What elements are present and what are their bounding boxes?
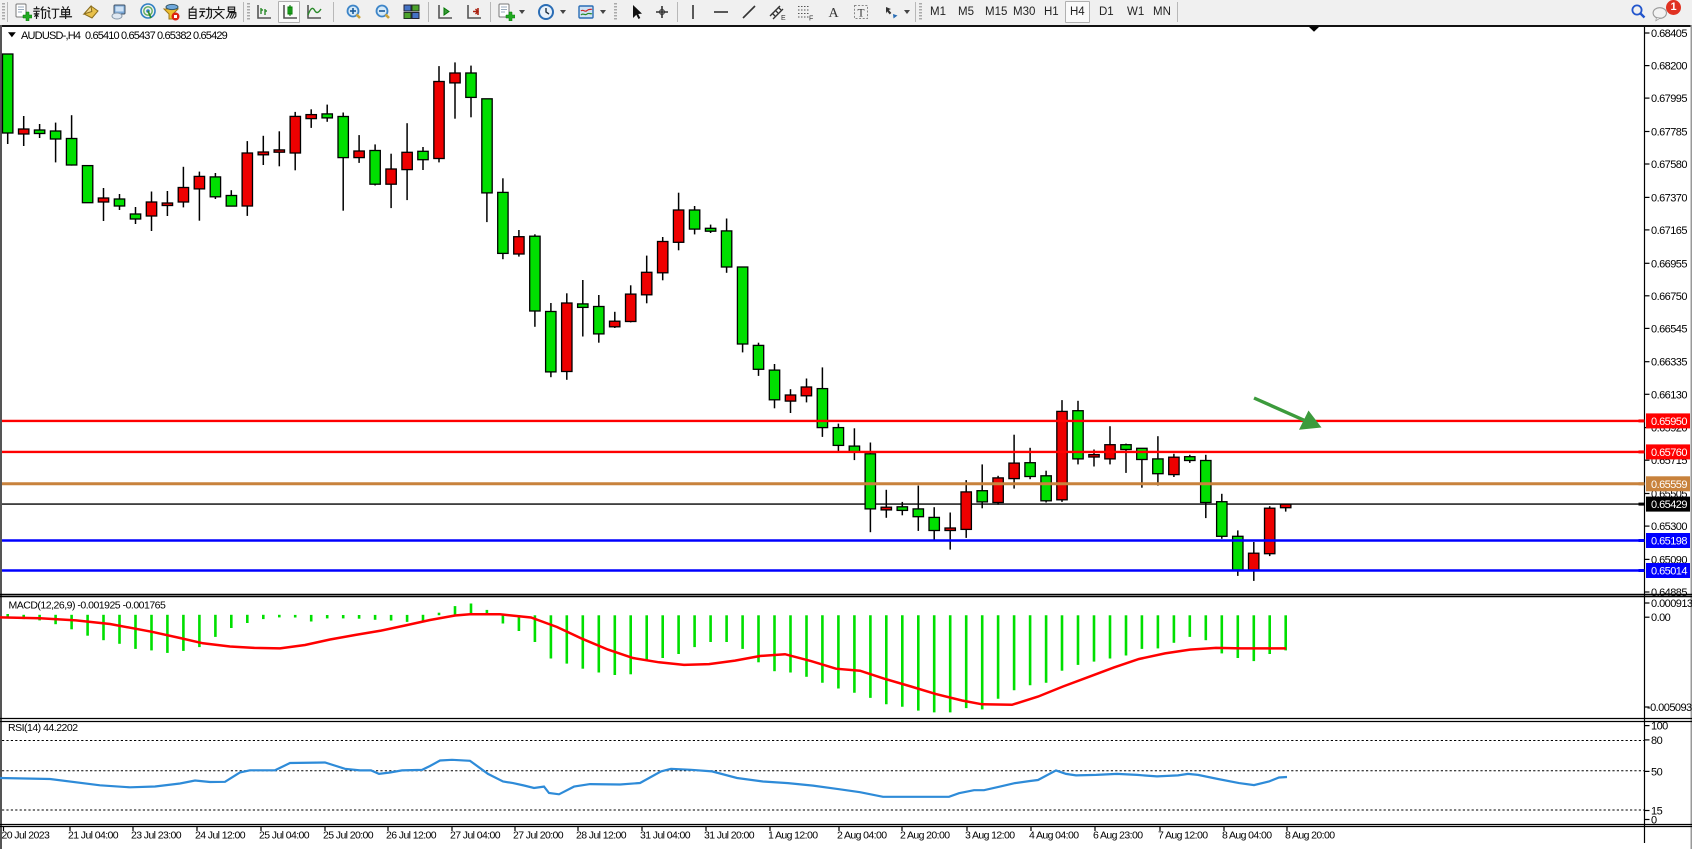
svg-text:80: 80 xyxy=(1651,735,1663,747)
svg-text:8 Aug 20:00: 8 Aug 20:00 xyxy=(1285,830,1335,842)
svg-text:0.65410 0.65437 0.65382 0.6542: 0.65410 0.65437 0.65382 0.65429 xyxy=(85,30,228,42)
svg-text:7 Aug 12:00: 7 Aug 12:00 xyxy=(1158,830,1208,842)
svg-text:0.68200: 0.68200 xyxy=(1651,61,1687,73)
svg-text:0.64885: 0.64885 xyxy=(1651,587,1687,599)
svg-text:0.66130: 0.66130 xyxy=(1651,389,1687,401)
svg-text:28 Jul 12:00: 28 Jul 12:00 xyxy=(576,830,627,842)
svg-text:0.66335: 0.66335 xyxy=(1651,357,1687,369)
svg-text:25 Jul 20:00: 25 Jul 20:00 xyxy=(323,830,374,842)
svg-text:0.67580: 0.67580 xyxy=(1651,159,1687,171)
svg-text:0.67995: 0.67995 xyxy=(1651,93,1687,105)
svg-text:0.66955: 0.66955 xyxy=(1651,258,1687,270)
svg-text:31 Jul 20:00: 31 Jul 20:00 xyxy=(704,830,755,842)
svg-text:15: 15 xyxy=(1651,806,1663,818)
svg-text:26 Jul 12:00: 26 Jul 12:00 xyxy=(386,830,437,842)
svg-text:27 Jul 04:00: 27 Jul 04:00 xyxy=(450,830,501,842)
svg-text:T: T xyxy=(858,8,865,20)
svg-text:F: F xyxy=(809,16,813,22)
svg-text:2 Aug 04:00: 2 Aug 04:00 xyxy=(837,830,887,842)
svg-text:24 Jul 12:00: 24 Jul 12:00 xyxy=(195,830,246,842)
svg-text:4 Aug 04:00: 4 Aug 04:00 xyxy=(1029,830,1079,842)
svg-text:0.65559: 0.65559 xyxy=(1651,479,1687,491)
svg-text:0.67165: 0.67165 xyxy=(1651,225,1687,237)
svg-text:2 Aug 20:00: 2 Aug 20:00 xyxy=(900,830,950,842)
svg-text:-0.005093: -0.005093 xyxy=(1647,702,1692,714)
svg-text:1 Aug 12:00: 1 Aug 12:00 xyxy=(768,830,818,842)
svg-text:AUDUSD-,H4: AUDUSD-,H4 xyxy=(21,30,81,42)
svg-text:25 Jul 04:00: 25 Jul 04:00 xyxy=(259,830,310,842)
svg-text:27 Jul 20:00: 27 Jul 20:00 xyxy=(513,830,564,842)
svg-text:50: 50 xyxy=(1651,766,1663,778)
svg-text:RSI(14) 44.2202: RSI(14) 44.2202 xyxy=(8,722,78,734)
svg-text:100: 100 xyxy=(1651,721,1668,733)
svg-text:3 Aug 12:00: 3 Aug 12:00 xyxy=(965,830,1015,842)
svg-text:0.67785: 0.67785 xyxy=(1651,127,1687,139)
svg-text:0.65950: 0.65950 xyxy=(1651,416,1687,428)
svg-text:6 Aug 23:00: 6 Aug 23:00 xyxy=(1093,830,1143,842)
svg-text:20 Jul 2023: 20 Jul 2023 xyxy=(2,830,50,842)
svg-text:0.68405: 0.68405 xyxy=(1651,28,1687,40)
svg-text:23 Jul 23:00: 23 Jul 23:00 xyxy=(131,830,182,842)
svg-text:31 Jul 04:00: 31 Jul 04:00 xyxy=(640,830,691,842)
svg-text:0.66750: 0.66750 xyxy=(1651,291,1687,303)
svg-text:0.65198: 0.65198 xyxy=(1651,536,1687,548)
svg-text:21 Jul 04:00: 21 Jul 04:00 xyxy=(68,830,119,842)
svg-text:0.65014: 0.65014 xyxy=(1651,566,1687,578)
svg-text:0.66545: 0.66545 xyxy=(1651,323,1687,335)
svg-text:0.000913: 0.000913 xyxy=(1651,598,1692,610)
svg-text:MACD(12,26,9) -0.001925 -0.001: MACD(12,26,9) -0.001925 -0.001765 xyxy=(9,600,167,612)
svg-text:0.00: 0.00 xyxy=(1651,612,1671,624)
svg-text:8 Aug 04:00: 8 Aug 04:00 xyxy=(1222,830,1272,842)
svg-text:0.65760: 0.65760 xyxy=(1651,447,1687,459)
svg-text:E: E xyxy=(781,15,786,21)
svg-text:0.65429: 0.65429 xyxy=(1651,499,1687,511)
svg-text:0.67370: 0.67370 xyxy=(1651,192,1687,204)
svg-text:0: 0 xyxy=(1651,815,1657,827)
svg-text:0.65300: 0.65300 xyxy=(1651,521,1687,533)
svg-text:A: A xyxy=(829,6,840,21)
